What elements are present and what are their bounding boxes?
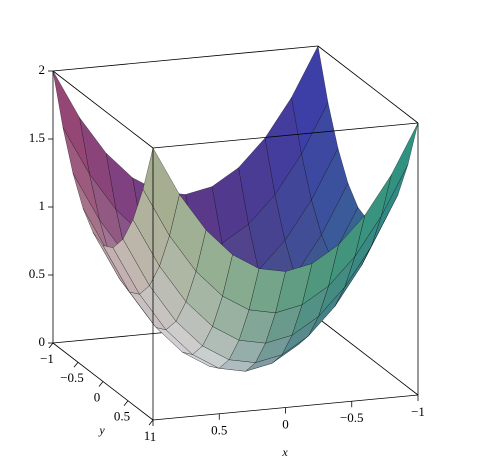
y-tick-label: −0.5 <box>60 370 84 385</box>
y-tick-label: 0.5 <box>114 409 130 424</box>
y-tick-label: 1 <box>144 428 151 443</box>
surface <box>52 45 419 372</box>
y-axis-label: y <box>98 423 105 437</box>
z-tick-label: 2 <box>39 62 46 77</box>
y-tick <box>148 419 154 426</box>
x-tick-label: 0 <box>282 416 289 431</box>
y-tick <box>123 400 129 406</box>
x-tick-label: −1 <box>411 404 425 419</box>
x-tick-label: 0.5 <box>211 423 227 438</box>
surface-patch <box>381 122 419 216</box>
box-edge <box>317 45 419 124</box>
y-tick <box>48 342 54 349</box>
z-tick-label: 1 <box>39 198 46 213</box>
box-edge <box>317 317 419 396</box>
z-tick-label: 0.5 <box>29 266 45 281</box>
x-axis-label: x <box>281 445 288 459</box>
box-edge <box>52 70 154 149</box>
x-tick-label: 1 <box>150 429 157 444</box>
y-tick-label: 0 <box>94 389 101 404</box>
z-tick-label: 1.5 <box>29 130 45 145</box>
box-edge <box>152 122 419 149</box>
y-tick <box>73 362 79 368</box>
z-tick-label: 0 <box>39 334 46 349</box>
y-tick-label: −1 <box>40 351 54 366</box>
box-front: 0 0.5 1 1.5 2 −1 −0.5 0 0.5 1 −1 −0.5 0 0.5 1 <box>29 45 425 444</box>
x-tick-label: −0.5 <box>340 410 364 425</box>
y-tick <box>98 381 104 387</box>
box-edge <box>52 45 319 72</box>
